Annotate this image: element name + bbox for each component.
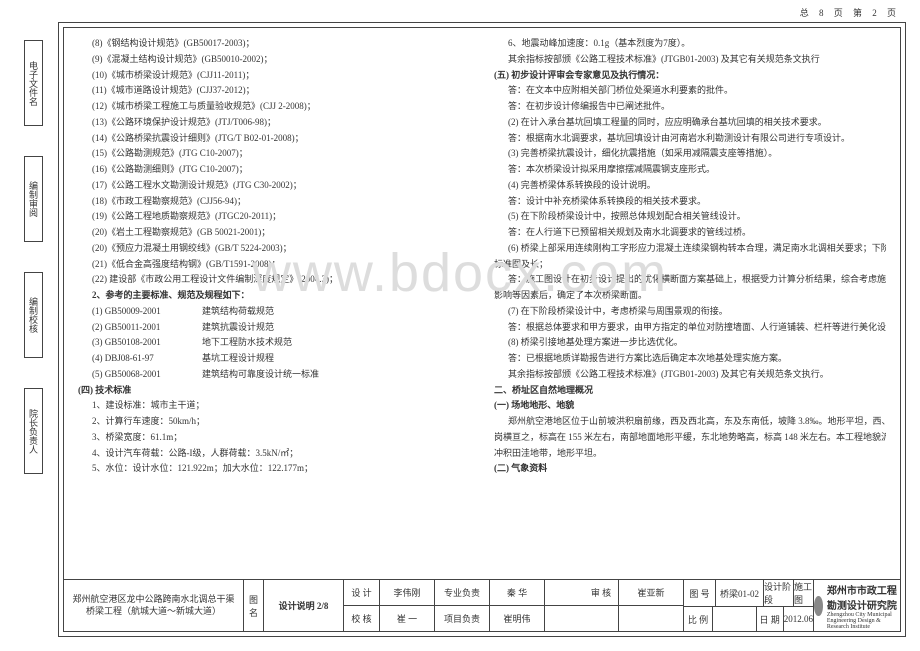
text-line: 答：施工图设计在初步设计提出的优化横断面方案基础上，根据受力计算分析结果，综合考… bbox=[494, 272, 886, 288]
tech-item: 2、计算行车速度：50km/h； bbox=[78, 414, 470, 430]
logo-icon bbox=[814, 596, 823, 616]
text-line: 答：设计中补充桥梁体系转换段的相关技术要求。 bbox=[494, 194, 886, 210]
section2-title: 2、参考的主要标准、规范及规程如下： bbox=[78, 288, 470, 304]
text-line: 岗横亘之，标高在 155 米左右，南部地面地形平缓，东北地势略高，标高 148 … bbox=[494, 430, 886, 446]
pm-label: 项目负责 bbox=[435, 606, 490, 631]
drawing-name-label: 图名 bbox=[244, 580, 264, 631]
side-tab-director: 院长负责人 bbox=[24, 388, 43, 474]
lead-label: 专业负责 bbox=[435, 580, 490, 605]
text-line: (3) 完善桥梁抗震设计，细化抗震措施（如采用减隔震支座等措施）。 bbox=[494, 146, 886, 162]
spec-item: (21)《低合金高强度结构钢》(GB/T1591-2008)； bbox=[78, 257, 470, 273]
drawing-no: 桥梁01-02 bbox=[716, 580, 764, 606]
text-line: 答：在人行道下已预留相关规划及南水北调要求的管线过桥。 bbox=[494, 225, 886, 241]
side-tab-check: 编制校核 bbox=[24, 272, 43, 358]
title-block: 郑州航空港区龙中公路跨南水北调总干渠 桥梁工程（航城大道～新城大道） 图名 设计… bbox=[64, 579, 900, 631]
designer-name: 李伟刚 bbox=[380, 580, 435, 605]
text-line: (8) 桥梁引接地基处理方案进一步比选优化。 bbox=[494, 335, 886, 351]
tech-item: 1、建设标准：城市主干道； bbox=[78, 398, 470, 414]
text-line: 影响等因素后，确定了本次桥梁断面。 bbox=[494, 288, 886, 304]
tech-item: 3、桥梁宽度：61.1m； bbox=[78, 430, 470, 446]
spec-item: (15)《公路勘测规范》(JTG C10-2007)； bbox=[78, 146, 470, 162]
spec-item: (19)《公路工程地质勘察规范》(JTGC20-2011)； bbox=[78, 209, 470, 225]
text-line: 答：根据南水北调要求，基坑回填设计由河南岩水利勘测设计有限公司进行专项设计。 bbox=[494, 131, 886, 147]
text-line: 答：根据总体要求和甲方要求，由甲方指定的单位对防撞墙面、人行道铺装、栏杆等进行美… bbox=[494, 320, 886, 336]
content-area: (8)《钢结构设计规范》(GB50017-2003)； (9)《混凝土结构设计规… bbox=[64, 28, 900, 579]
signature-block: 设 计 李伟刚 专业负责 秦 华 校 核 崔 一 项目负责 崔明伟 bbox=[344, 580, 584, 631]
text-line: 答：在初步设计修编报告中已阐述批件。 bbox=[494, 99, 886, 115]
text-line: (7) 在下阶段桥梁设计中，考虑桥梁与周围景观的衔接。 bbox=[494, 304, 886, 320]
lead-name: 秦 华 bbox=[490, 580, 545, 605]
spec-item: (20)《岩土工程勘察规范》(GB 50021-2001)； bbox=[78, 225, 470, 241]
side-tab-review: 编制审阅 bbox=[24, 156, 43, 242]
side-tab-filename: 电子文件名 bbox=[24, 40, 43, 126]
standard-row: (2) GB50011-2001建筑抗震设计规范 bbox=[78, 320, 470, 336]
spec-item: (8)《钢结构设计规范》(GB50017-2003)； bbox=[78, 36, 470, 52]
standard-row: (1) GB50009-2001建筑结构荷载规范 bbox=[78, 304, 470, 320]
spec-item: (16)《公路勘测细则》(JTG C10-2007)； bbox=[78, 162, 470, 178]
text-line: (4) 完善桥梁体系转换段的设计说明。 bbox=[494, 178, 886, 194]
checker-label: 校 核 bbox=[344, 606, 380, 631]
text-line: (2) 在计入承台基坑回填工程量的同时，应应明确承台基坑回填的相关技术要求。 bbox=[494, 115, 886, 131]
text-line: 6、地震动峰加速度：0.1g（基本烈度为7度）。 bbox=[494, 36, 886, 52]
text-line: 标准图及长； bbox=[494, 257, 886, 273]
section-geo-title: 二、桥址区自然地理概况 bbox=[494, 383, 886, 399]
project-name: 郑州航空港区龙中公路跨南水北调总干渠 桥梁工程（航城大道～新城大道） bbox=[64, 580, 244, 631]
pm-name: 崔明伟 bbox=[490, 606, 545, 631]
institute-logo: 郑州市市政工程勘测设计研究院 Zhengzhou City Municipal … bbox=[814, 580, 900, 631]
spec-item: (12)《城市桥梁工程施工与质量验收规范》(CJJ 2-2008)； bbox=[78, 99, 470, 115]
checker-name: 崔 一 bbox=[380, 606, 435, 631]
audit-name: 崔亚新 bbox=[619, 580, 683, 605]
tech-item: 5、水位：设计水位：121.922m；加大水位：122.177m； bbox=[78, 461, 470, 477]
date-value: 2012.06 bbox=[784, 607, 813, 631]
standard-row: (5) GB50068-2001建筑结构可靠度设计统一标准 bbox=[78, 367, 470, 383]
date-label: 日 期 bbox=[757, 607, 784, 631]
drawing-title: 设计说明 2/8 bbox=[264, 580, 344, 631]
standard-row: (4) DBJ08-61-97基坑工程设计规程 bbox=[78, 351, 470, 367]
text-line: 郑州航空港地区位于山前坡洪积扇前缘，西及西北高，东及东南低，坡降 3.8‰。地形… bbox=[494, 414, 886, 430]
section5-title: (五) 初步设计评审会专家意见及执行情况： bbox=[494, 68, 886, 84]
text-line: (6) 桥梁上部采用连续刚构工字形应力混凝土连续梁钢构转本合理，满足南水北调相关… bbox=[494, 241, 886, 257]
geo1-title: (一) 场地地形、地貌 bbox=[494, 398, 886, 414]
section4-title: (四) 技术标准 bbox=[78, 383, 470, 399]
left-column: (8)《钢结构设计规范》(GB50017-2003)； (9)《混凝土结构设计规… bbox=[78, 36, 482, 575]
designer-label: 设 计 bbox=[344, 580, 380, 605]
scale-label: 比 例 bbox=[684, 607, 713, 631]
phase-label: 设计阶段 bbox=[764, 580, 794, 606]
drawing-no-label: 图 号 bbox=[684, 580, 716, 606]
spec-item: (11)《城市道路设计规范》(CJJ37-2012)； bbox=[78, 83, 470, 99]
text-line: 冲积田洼地带，地形平坦。 bbox=[494, 446, 886, 462]
text-line: 答：在文本中应附相关部门桥位处渠道水利要素的批件。 bbox=[494, 83, 886, 99]
phase: 施工图 bbox=[794, 580, 813, 606]
spec-item: (22) 建设部《市政公用工程设计文件编制深度规定》(2004.3)； bbox=[78, 272, 470, 288]
text-line: 其余指标按部颁《公路工程技术标准》(JTGB01-2003) 及其它有关规范条文… bbox=[494, 52, 886, 68]
tech-item: 4、设计汽车荷载：公路-I级，人群荷载：3.5kN/㎡； bbox=[78, 446, 470, 462]
right-column: 6、地震动峰加速度：0.1g（基本烈度为7度）。 其余指标按部颁《公路工程技术标… bbox=[482, 36, 886, 575]
spec-item: (17)《公路工程水文勘测设计规范》(JTG C30-2002)； bbox=[78, 178, 470, 194]
spec-item: (20)《预应力混凝土用钢绞线》(GB/T 5224-2003)； bbox=[78, 241, 470, 257]
text-line: 其余指标按部颁《公路工程技术标准》(JTGB01-2003) 及其它有关规范条文… bbox=[494, 367, 886, 383]
standard-row: (3) GB50108-2001地下工程防水技术规范 bbox=[78, 335, 470, 351]
spec-item: (13)《公路环境保护设计规范》(JTJ/T006-98)； bbox=[78, 115, 470, 131]
spec-item: (9)《混凝土结构设计规范》(GB50010-2002)； bbox=[78, 52, 470, 68]
text-line: 答：本次桥梁设计拟采用摩擦摆减隔震钢支座形式。 bbox=[494, 162, 886, 178]
geo2-title: (二) 气象资料 bbox=[494, 461, 886, 477]
spec-item: (18)《市政工程勘察规范》(CJJ56-94)； bbox=[78, 194, 470, 210]
audit-block: 审 核 崔亚新 bbox=[584, 580, 684, 631]
text-line: (5) 在下阶段桥梁设计中，按照总体规划配合相关管线设计。 bbox=[494, 209, 886, 225]
spec-item: (10)《城市桥梁设计规范》(CJJ11-2011)； bbox=[78, 68, 470, 84]
page-frame: (8)《钢结构设计规范》(GB50017-2003)； (9)《混凝土结构设计规… bbox=[58, 22, 906, 637]
text-line: 答：已根据地质详勘报告进行方案比选后确定本次地基处理实施方案。 bbox=[494, 351, 886, 367]
audit-label: 审 核 bbox=[584, 580, 619, 605]
numbers-block: 图 号 桥梁01-02 设计阶段 施工图 比 例 日 期 2012.06 bbox=[684, 580, 814, 631]
spec-item: (14)《公路桥梁抗震设计细则》(JTG/T B02-01-2008)； bbox=[78, 131, 470, 147]
page-number: 总 8 页 第 2 页 bbox=[796, 6, 900, 19]
side-tabs: 电子文件名 编制审阅 编制校核 院长负责人 bbox=[24, 40, 52, 504]
